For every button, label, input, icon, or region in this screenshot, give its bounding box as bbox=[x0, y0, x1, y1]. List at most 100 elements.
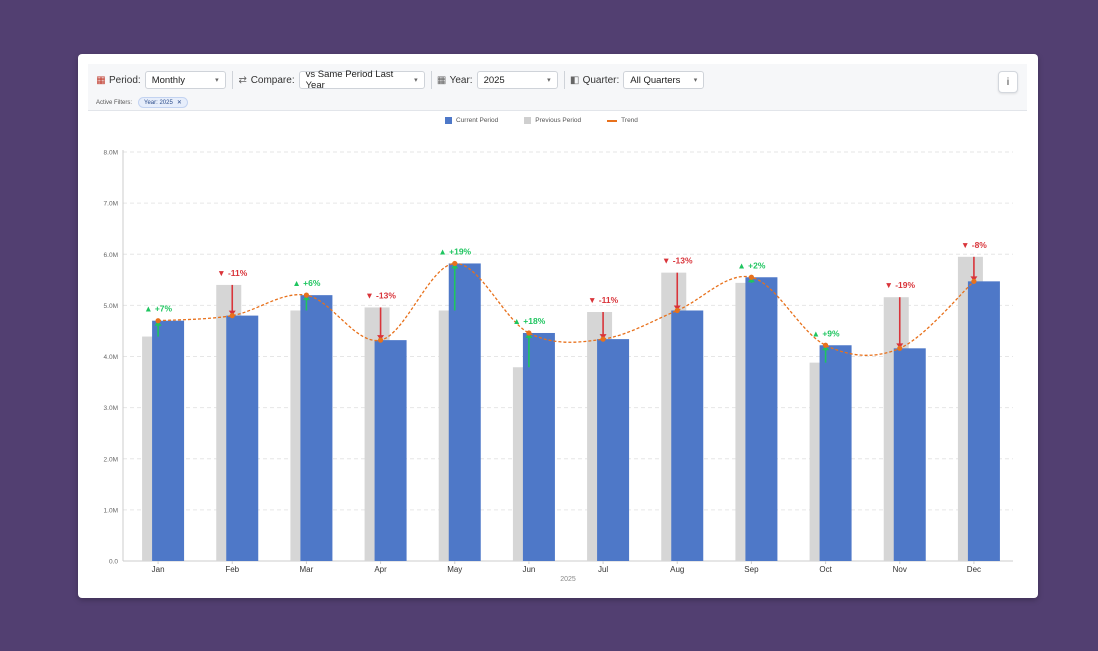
change-label: ▲ +9% bbox=[812, 328, 840, 338]
x-tick-label: May bbox=[447, 565, 462, 574]
chevron-down-icon: ▾ bbox=[547, 77, 551, 84]
chart-legend: Current Period Previous Period Trend bbox=[445, 117, 664, 124]
trend-point bbox=[377, 337, 384, 343]
x-tick-label: Sep bbox=[744, 565, 759, 574]
compare-value: vs Same Period Last Year bbox=[305, 69, 394, 91]
legend-label-current: Current Period bbox=[456, 117, 499, 124]
toolbar-divider bbox=[563, 71, 565, 89]
filter-chip-year[interactable]: Year: 2025 ✕ bbox=[138, 97, 188, 108]
year-value: 2025 bbox=[483, 74, 505, 86]
close-icon[interactable]: ✕ bbox=[176, 100, 182, 106]
quarter-select[interactable]: All Quarters ▾ bbox=[623, 71, 705, 89]
quarter-group: ◧ Quarter: All Quarters ▾ bbox=[570, 71, 705, 89]
quarter-icon: ◧ bbox=[569, 74, 580, 86]
swap-arrows-icon: ⇄ bbox=[238, 74, 247, 86]
toolbar-divider bbox=[430, 71, 432, 89]
trend-point bbox=[452, 260, 458, 267]
year-select[interactable]: 2025 ▾ bbox=[476, 71, 558, 89]
bar-chart: 0.0 1.0M 2.0M 3.0M 4.0M 5.0M 6.0M 7.0M 8.0M Jan Fe… bbox=[104, 150, 1013, 583]
compare-select[interactable]: vs Same Period Last Year ▾ bbox=[298, 69, 425, 91]
legend-swatch-current bbox=[445, 117, 452, 124]
change-label: ▼ -19% bbox=[884, 280, 915, 290]
info-button[interactable]: i bbox=[998, 71, 1018, 93]
bar-current bbox=[226, 315, 259, 561]
chevron-down-icon: ▾ bbox=[693, 77, 698, 84]
bar-current bbox=[522, 332, 555, 561]
change-label: ▼ -13% bbox=[365, 290, 396, 300]
y-tick-label: 7.0M bbox=[104, 201, 118, 208]
x-tick-label: Dec bbox=[967, 565, 981, 574]
bar-current bbox=[597, 339, 630, 561]
filter-row: ▦ Period: Monthly ▾ ⇄ Compare: vs Same P… bbox=[96, 69, 705, 91]
change-label: ▲ +6% bbox=[292, 278, 320, 288]
x-axis-title: 2025 bbox=[560, 576, 576, 583]
active-filters: Active Filters: Year: 2025 ✕ bbox=[96, 97, 188, 108]
bar-current bbox=[671, 310, 704, 561]
change-label: ▼ -8% bbox=[961, 240, 987, 250]
y-tick-label: 5.0M bbox=[104, 303, 118, 310]
legend-item-current[interactable]: Current Period bbox=[445, 117, 498, 124]
change-label: ▲ +19% bbox=[438, 246, 471, 256]
trend-point bbox=[229, 313, 235, 319]
change-label: ▼ -11% bbox=[588, 295, 619, 305]
period-value: Monthly bbox=[151, 74, 185, 86]
change-label: ▲ +7% bbox=[144, 304, 172, 314]
y-tick-label: 0.0 bbox=[109, 559, 118, 566]
period-group: ▦ Period: Monthly ▾ bbox=[96, 71, 226, 89]
x-tick-label: Feb bbox=[225, 565, 239, 574]
period-select[interactable]: Monthly ▾ bbox=[144, 71, 226, 89]
bar-current bbox=[374, 340, 407, 561]
x-tick-label: Nov bbox=[893, 565, 907, 574]
legend-label-previous: Previous Period bbox=[535, 117, 582, 124]
bar-current bbox=[967, 281, 1000, 561]
bar-current bbox=[300, 295, 333, 561]
legend-label-trend: Trend bbox=[621, 117, 638, 124]
bar-current bbox=[152, 320, 185, 561]
change-label: ▲ +2% bbox=[737, 260, 765, 270]
period-label: Period: bbox=[109, 74, 141, 86]
change-label: ▼ -11% bbox=[217, 268, 248, 278]
x-tick-label: Jun bbox=[522, 565, 535, 574]
trend-point bbox=[822, 342, 829, 348]
y-tick-label: 3.0M bbox=[104, 405, 118, 412]
compare-label: Compare: bbox=[250, 74, 295, 86]
year-label: Year: bbox=[449, 74, 473, 86]
change-label: ▲ +18% bbox=[513, 316, 546, 326]
year-group: ▦ Year: 2025 ▾ bbox=[437, 71, 558, 89]
bar-current bbox=[745, 277, 778, 561]
trend-point bbox=[748, 274, 755, 280]
y-tick-label: 2.0M bbox=[104, 456, 118, 463]
chart-card: ▦ Period: Monthly ▾ ⇄ Compare: vs Same P… bbox=[78, 54, 1038, 598]
x-tick-label: Jan bbox=[152, 565, 165, 574]
trend-line bbox=[158, 262, 975, 356]
x-tick-label: Mar bbox=[300, 565, 314, 574]
trend-point bbox=[303, 292, 310, 298]
filter-toolbar: ▦ Period: Monthly ▾ ⇄ Compare: vs Same P… bbox=[88, 64, 1027, 111]
y-tick-label: 8.0M bbox=[104, 150, 118, 157]
legend-item-previous[interactable]: Previous Period bbox=[524, 117, 581, 124]
y-tick-label: 6.0M bbox=[104, 252, 118, 259]
legend-swatch-trend bbox=[607, 119, 618, 122]
info-icon: i bbox=[1006, 76, 1010, 88]
toolbar-divider bbox=[231, 71, 233, 89]
calendar-icon: ▦ bbox=[96, 74, 106, 86]
filter-chip-label: Year: 2025 bbox=[144, 99, 173, 106]
change-label: ▼ -13% bbox=[662, 256, 693, 266]
trend-point bbox=[155, 318, 161, 324]
trend-point bbox=[971, 278, 977, 284]
x-tick-label: Apr bbox=[374, 565, 387, 574]
trend-point bbox=[674, 307, 680, 314]
active-filters-label: Active Filters: bbox=[96, 99, 133, 106]
chevron-down-icon: ▾ bbox=[414, 77, 418, 84]
trend-point bbox=[897, 345, 903, 351]
trend-point bbox=[600, 336, 606, 342]
x-tick-label: Aug bbox=[670, 565, 684, 574]
quarter-value: All Quarters bbox=[630, 74, 681, 86]
quarter-label: Quarter: bbox=[582, 74, 620, 86]
legend-item-trend[interactable]: Trend bbox=[607, 117, 638, 124]
trend-point bbox=[526, 330, 532, 336]
legend-swatch-previous bbox=[524, 117, 532, 124]
x-tick-label: Jul bbox=[598, 565, 608, 574]
y-tick-label: 4.0M bbox=[104, 354, 118, 361]
x-tick-label: Oct bbox=[819, 565, 832, 574]
